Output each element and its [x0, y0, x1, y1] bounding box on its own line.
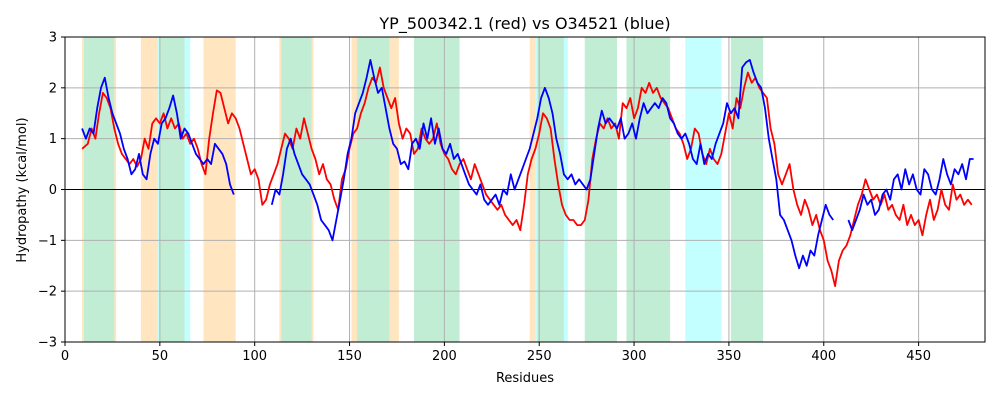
x-tick-label-400: 400: [811, 349, 836, 364]
x-tick-label-450: 450: [906, 349, 931, 364]
series-lines: [81, 59, 974, 288]
x-axis-ticks: 0 50 100 150 200 250 300 350 400 450: [61, 342, 931, 364]
y-tick-label-0: 0: [49, 183, 57, 198]
series-blue-line-0: [81, 76, 235, 195]
y-axis-ticks: −3 −2 −1 0 1 2 3: [38, 31, 65, 351]
series-red-line-0: [81, 66, 973, 288]
y-tick-label-3: 3: [49, 31, 57, 46]
x-tick-label-0: 0: [61, 349, 69, 364]
x-tick-label-300: 300: [622, 349, 647, 364]
chart-title: YP_500342.1 (red) vs O34521 (blue): [378, 14, 670, 34]
x-axis-label: Residues: [496, 371, 554, 386]
x-tick-label-200: 200: [432, 349, 457, 364]
y-tick-label--1: −1: [38, 234, 57, 249]
series-blue-line-2: [847, 158, 974, 232]
x-tick-label-100: 100: [242, 349, 267, 364]
series-blue-line-1: [270, 59, 834, 270]
x-tick-label-250: 250: [527, 349, 552, 364]
x-tick-label-150: 150: [337, 349, 362, 364]
y-tick-label-1: 1: [49, 132, 57, 147]
y-tick-label-2: 2: [49, 81, 57, 96]
x-tick-label-350: 350: [717, 349, 742, 364]
y-tick-label--2: −2: [38, 285, 57, 300]
x-tick-label-50: 50: [152, 349, 169, 364]
y-tick-label--3: −3: [38, 336, 57, 351]
y-axis-label: Hydropathy (kcal/mol): [15, 117, 30, 262]
